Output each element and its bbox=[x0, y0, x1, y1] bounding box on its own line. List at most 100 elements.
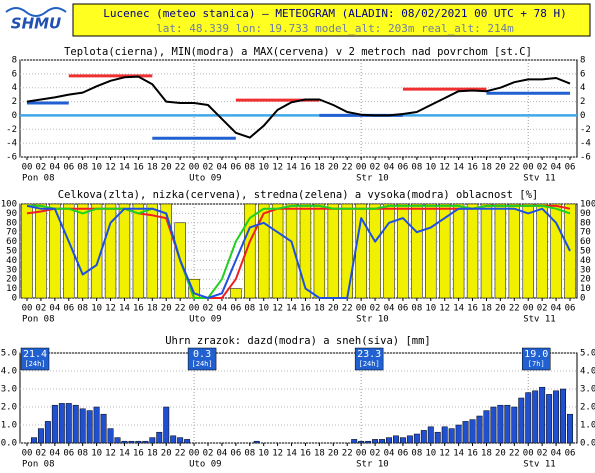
x-tick-label: 16 bbox=[467, 449, 478, 459]
total-box bbox=[187, 347, 217, 371]
x-tick-label: 20 bbox=[328, 449, 339, 459]
x-tick-label: 04 bbox=[217, 449, 228, 459]
panel-title: Celkova(zlta), nizka(cervena), stredna(z… bbox=[58, 189, 538, 201]
bar bbox=[448, 428, 455, 444]
x-tick-label: 00 bbox=[22, 449, 33, 459]
y-tick-label: 70 bbox=[6, 228, 17, 238]
plot-frame bbox=[19, 203, 578, 299]
x-tick-label: 08 bbox=[411, 304, 422, 314]
x-tick-label: 14 bbox=[286, 304, 297, 314]
x-tick-label: 14 bbox=[453, 163, 464, 173]
x-tick-label: 08 bbox=[244, 449, 255, 459]
x-tick-label: 08 bbox=[77, 163, 88, 173]
x-tick-label: 10 bbox=[91, 163, 102, 173]
x-tick-label: 22 bbox=[342, 163, 353, 173]
x-tick-label: 00 bbox=[189, 163, 200, 173]
x-tick-label: 08 bbox=[244, 163, 255, 173]
x-tick-label: 08 bbox=[244, 304, 255, 314]
x-tick-label: 06 bbox=[398, 304, 409, 314]
bar bbox=[386, 437, 392, 444]
x-tick-label: 02 bbox=[203, 163, 214, 173]
logo-text: SHMU bbox=[11, 15, 61, 33]
bar bbox=[369, 203, 381, 299]
x-tick-label: 04 bbox=[49, 163, 60, 173]
bar bbox=[135, 440, 142, 444]
day-label: Uto 09 bbox=[189, 174, 222, 184]
bar bbox=[114, 437, 121, 444]
y-tick-label-right: 80 bbox=[580, 218, 591, 228]
series-line bbox=[26, 75, 571, 139]
x-tick-label: 12 bbox=[439, 163, 450, 173]
y-tick-label: 6 bbox=[12, 69, 17, 79]
bar bbox=[411, 203, 423, 299]
y-tick-label: 40 bbox=[6, 256, 17, 266]
bar bbox=[490, 406, 497, 444]
x-tick-label: 04 bbox=[551, 449, 562, 459]
x-tick-label: 02 bbox=[203, 449, 214, 459]
bar bbox=[455, 424, 462, 444]
y-tick-label: 0 bbox=[12, 111, 17, 121]
x-tick-label: 18 bbox=[147, 449, 158, 459]
x-tick-label: 06 bbox=[63, 449, 74, 459]
y-tick-label-right: 40 bbox=[580, 256, 591, 266]
bar bbox=[21, 203, 33, 299]
bar bbox=[37, 428, 44, 444]
x-tick-label: 16 bbox=[467, 163, 478, 173]
x-tick-label: 22 bbox=[509, 449, 520, 459]
y-tick-label: 10 bbox=[6, 284, 17, 294]
x-tick-label: 04 bbox=[551, 304, 562, 314]
y-tick-label: -4 bbox=[6, 139, 17, 149]
x-tick-label: 02 bbox=[537, 163, 548, 173]
x-tick-label: 14 bbox=[286, 449, 297, 459]
bar bbox=[546, 394, 553, 444]
bar bbox=[483, 410, 490, 444]
total-period: [7h] bbox=[528, 360, 545, 368]
bar bbox=[497, 404, 504, 444]
y-tick-label-right: 4 bbox=[580, 83, 585, 93]
bar bbox=[504, 404, 511, 444]
x-tick-label: 14 bbox=[119, 449, 130, 459]
y-tick-label-right: 6 bbox=[580, 69, 585, 79]
bar bbox=[392, 435, 399, 444]
bar bbox=[86, 410, 93, 444]
bar bbox=[522, 203, 534, 299]
day-label: Str 10 bbox=[356, 460, 389, 470]
y-tick-label: -2 bbox=[6, 125, 17, 135]
y-tick-label-right: -6 bbox=[580, 153, 591, 163]
x-tick-label: 04 bbox=[49, 449, 60, 459]
x-tick-label: 16 bbox=[467, 304, 478, 314]
bar bbox=[560, 388, 567, 444]
y-tick-label-right: 1.0 bbox=[580, 421, 595, 431]
x-tick-label: 00 bbox=[356, 449, 367, 459]
total-value: 0.3 bbox=[193, 349, 211, 360]
y-tick-label: 20 bbox=[6, 275, 17, 285]
x-tick-label: 02 bbox=[36, 449, 47, 459]
y-tick-label: 100 bbox=[1, 200, 17, 210]
x-tick-label: 22 bbox=[509, 304, 520, 314]
bar bbox=[170, 435, 177, 444]
bar bbox=[383, 203, 395, 299]
y-tick-label-right: 90 bbox=[580, 209, 591, 219]
y-tick-label-right: 0.0 bbox=[580, 439, 595, 449]
bar bbox=[462, 421, 469, 444]
x-tick-label: 20 bbox=[328, 163, 339, 173]
y-tick-label-right: 3.0 bbox=[580, 385, 595, 395]
x-tick-label: 16 bbox=[133, 163, 144, 173]
x-tick-label: 04 bbox=[384, 449, 395, 459]
day-label: Pon 08 bbox=[22, 460, 55, 470]
y-tick-label-right: 2.0 bbox=[580, 403, 595, 413]
x-tick-label: 06 bbox=[63, 163, 74, 173]
bar bbox=[65, 403, 72, 444]
x-tick-label: 00 bbox=[523, 449, 534, 459]
x-tick-label: 12 bbox=[105, 304, 116, 314]
bar bbox=[399, 437, 406, 444]
x-tick-label: 12 bbox=[105, 163, 116, 173]
day-label: Stv 11 bbox=[523, 460, 556, 470]
y-tick-label: 0.0 bbox=[1, 439, 17, 449]
total-box bbox=[521, 347, 551, 371]
x-tick-label: 04 bbox=[217, 163, 228, 173]
x-tick-label: 02 bbox=[370, 163, 381, 173]
y-tick-label-right: 60 bbox=[580, 237, 591, 247]
series-line bbox=[26, 204, 571, 299]
x-tick-label: 06 bbox=[63, 304, 74, 314]
